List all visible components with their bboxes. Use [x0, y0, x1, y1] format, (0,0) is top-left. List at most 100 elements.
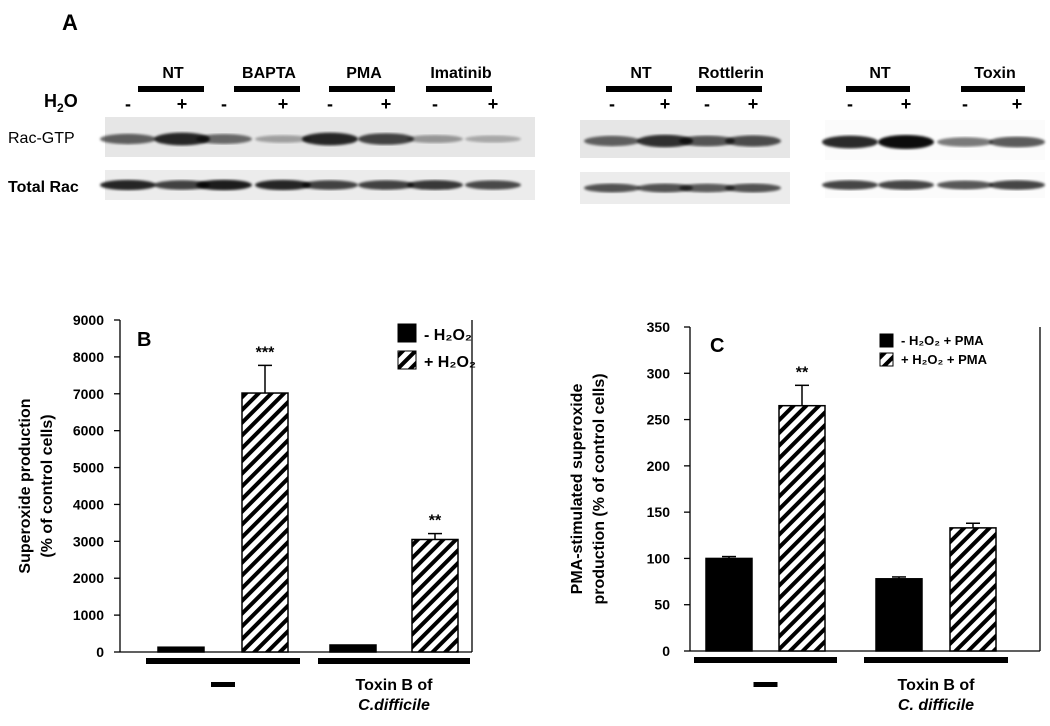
legend-swatch [397, 350, 417, 370]
band-total-rac [679, 183, 735, 193]
bar-plus-h2o2 [778, 404, 826, 652]
western-blots: NT BAPTA PMA Imatinib - + - + - + - + NT Rottlerin - + -… [100, 65, 1045, 204]
band-total-rac [637, 183, 693, 193]
band-total-rac [407, 180, 463, 190]
legend-label: + H₂O₂ + PMA [901, 352, 988, 367]
band-rac-gtp [407, 135, 463, 143]
y-tick-label: 200 [647, 458, 671, 474]
y-tick-label: 350 [647, 319, 671, 335]
legend-label: + H₂O₂ [424, 354, 476, 371]
lane-sign: - [609, 94, 615, 114]
group-label: NT [162, 65, 184, 82]
group-label-dash [211, 682, 235, 687]
bar-minus-h2o2 [329, 644, 377, 653]
y-tick-label: 1000 [73, 607, 104, 623]
lane-sign: + [1012, 94, 1023, 114]
treatment-label: H2O [44, 91, 78, 115]
band-rac-gtp [100, 133, 156, 145]
y-tick-label: 150 [647, 504, 671, 520]
y-axis-label-line1: Superoxide production [17, 398, 34, 573]
band-rac-gtp [465, 135, 521, 143]
y-axis-label: Superoxide production (% of control cells… [17, 398, 56, 573]
band-rac-gtp [725, 135, 781, 147]
bar-minus-h2o2 [157, 646, 205, 653]
bar-plus-h2o2 [241, 392, 289, 653]
group-label-italic: C.difficile [358, 697, 430, 714]
panel-a-label: A [62, 10, 78, 35]
treatment-h: H [44, 91, 57, 111]
legend-label: - H₂O₂ [424, 327, 472, 344]
group-label: Rottlerin [698, 65, 764, 82]
group-bar [696, 86, 762, 92]
legend-swatch [397, 323, 417, 343]
group-bar [846, 86, 910, 92]
group-label: NT [630, 65, 652, 82]
y-tick-label: 8000 [73, 349, 104, 365]
y-axis-label-line1: PMA-stimulated superoxide [569, 384, 586, 595]
lane-sign: + [660, 94, 671, 114]
y-tick-label: 300 [647, 365, 671, 381]
lane-sign: + [901, 94, 912, 114]
band-total-rac [358, 180, 414, 190]
lane-sign: + [278, 94, 289, 114]
band-total-rac [100, 179, 156, 191]
lane-sign: - [847, 94, 853, 114]
band-total-rac [465, 180, 521, 190]
band-rac-gtp [989, 136, 1045, 148]
group-label: Imatinib [430, 65, 492, 82]
group-label: NT [869, 65, 891, 82]
y-tick-label: 50 [654, 597, 670, 613]
significance-label: ** [429, 513, 442, 530]
band-rac-gtp [937, 137, 993, 147]
treatment-sub: 2 [57, 101, 64, 115]
band-total-rac [154, 180, 210, 190]
group-bar [138, 86, 204, 92]
bar-plus-h2o2 [949, 527, 997, 652]
lane-sign: - [962, 94, 968, 114]
band-total-rac [255, 179, 311, 191]
group-label: Toxin B of [897, 677, 975, 694]
legend-swatch [879, 352, 894, 367]
band-rac-gtp [637, 134, 693, 148]
lane-sign: + [177, 94, 188, 114]
row-label-total-rac: Total Rac [8, 179, 79, 196]
y-tick-label: 3000 [73, 533, 104, 549]
band-rac-gtp [822, 135, 878, 149]
y-tick-label: 2000 [73, 570, 104, 586]
lane-sign: + [488, 94, 499, 114]
band-total-rac [725, 183, 781, 193]
band-total-rac [302, 180, 358, 190]
chart-b: 0 1000 2000 3000 4000 5000 6000 7000 8000 9000 Sup… [17, 312, 476, 714]
y-tick-label: 250 [647, 412, 671, 428]
bar-minus-h2o2 [705, 557, 753, 652]
band-total-rac [937, 180, 993, 190]
band-rac-gtp [302, 132, 358, 146]
y-axis-label-line2: production (% of control cells) [591, 373, 608, 604]
band-total-rac [196, 179, 252, 191]
band-rac-gtp [584, 135, 640, 147]
chart-c: 0 50 100 150 200 250 300 350 PMA-stimulated supe… [569, 319, 1041, 714]
group-label: Toxin B of [355, 677, 433, 694]
y-axis-label: PMA-stimulated superoxide production (% o… [569, 373, 608, 604]
lane-sign: + [381, 94, 392, 114]
y-tick-label: 4000 [73, 496, 104, 512]
legend-swatch [879, 333, 894, 348]
group-underline [146, 658, 300, 664]
bar-minus-h2o2 [875, 578, 923, 652]
band-rac-gtp [255, 135, 311, 143]
group-label: PMA [346, 65, 382, 82]
row-label-rac-gtp: Rac-GTP [8, 130, 75, 147]
group-label-dash [753, 682, 778, 687]
group-bar [329, 86, 395, 92]
group-bar [606, 86, 672, 92]
y-tick-label: 6000 [73, 423, 104, 439]
band-rac-gtp [358, 133, 414, 145]
lane-sign: - [221, 94, 227, 114]
band-rac-gtp [878, 135, 934, 149]
group-bar [426, 86, 492, 92]
group-underline [864, 657, 1008, 663]
lane-sign: - [327, 94, 333, 114]
lane-sign: - [704, 94, 710, 114]
significance-label: ** [796, 364, 809, 381]
